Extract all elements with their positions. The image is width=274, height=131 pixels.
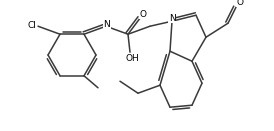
Text: Cl: Cl <box>28 21 36 30</box>
Text: N: N <box>169 14 175 23</box>
Text: N: N <box>104 20 110 29</box>
Text: OH: OH <box>125 54 139 63</box>
Text: O: O <box>236 0 244 7</box>
Text: O: O <box>139 10 147 19</box>
